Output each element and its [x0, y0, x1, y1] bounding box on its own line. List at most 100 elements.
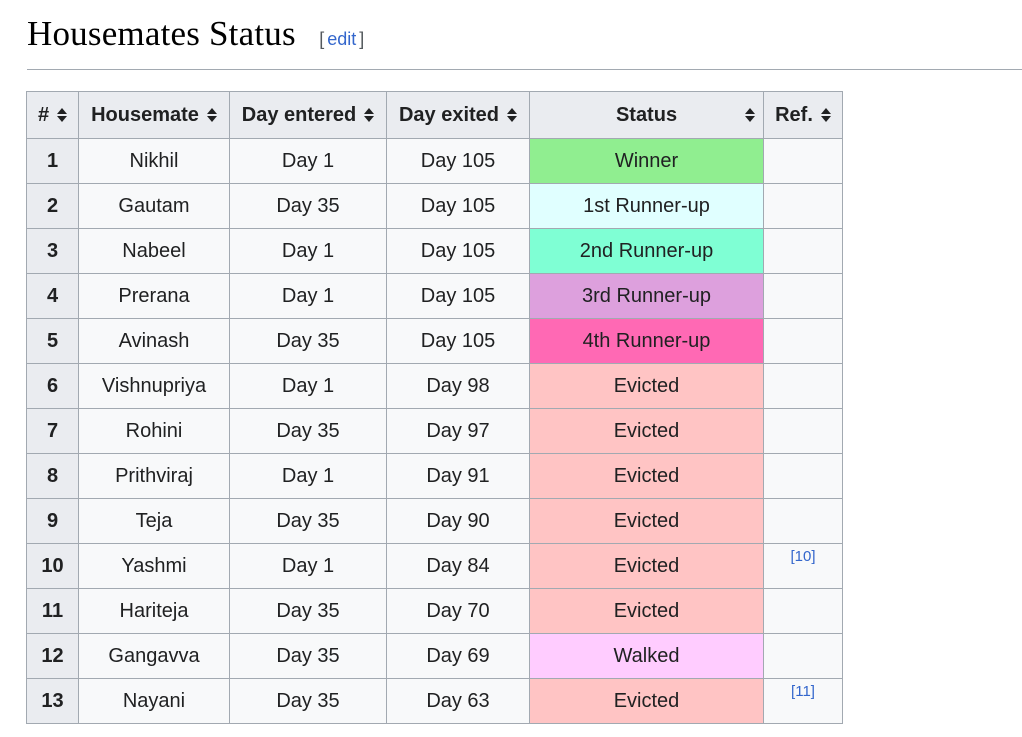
housemate-name-cell: Rohini	[78, 408, 230, 454]
ref-cell	[763, 588, 843, 634]
housemate-name-cell: Prithviraj	[78, 453, 230, 499]
day-exited-cell: Day 105	[386, 138, 530, 184]
status-cell: Evicted	[529, 543, 764, 589]
status-cell: Evicted	[529, 363, 764, 409]
column-header-ref[interactable]: Ref.	[763, 91, 843, 139]
table-row: 9 Teja Day 35 Day 90 Evicted	[26, 498, 843, 544]
day-entered-cell: Day 1	[229, 228, 387, 274]
housemate-name-cell: Yashmi	[78, 543, 230, 589]
status-cell: Evicted	[529, 498, 764, 544]
ref-cell	[763, 138, 843, 184]
row-number-cell: 4	[26, 273, 79, 319]
housemate-name-cell: Teja	[78, 498, 230, 544]
row-number-cell: 9	[26, 498, 79, 544]
row-number-cell: 8	[26, 453, 79, 499]
ref-cell	[763, 633, 843, 679]
table-row: 4 Prerana Day 1 Day 105 3rd Runner-up	[26, 273, 843, 319]
status-cell: Evicted	[529, 678, 764, 724]
edit-link[interactable]: edit	[327, 29, 357, 49]
sort-icon[interactable]	[206, 107, 217, 123]
column-header-label: Ref.	[775, 103, 813, 126]
row-number-cell: 10	[26, 543, 79, 589]
column-header-status[interactable]: Status	[529, 91, 764, 139]
reference-link[interactable]: [11]	[791, 683, 815, 700]
day-exited-cell: Day 63	[386, 678, 530, 724]
housemate-name-cell: Nikhil	[78, 138, 230, 184]
housemate-name-cell: Nayani	[78, 678, 230, 724]
column-header-label: #	[37, 103, 50, 126]
edit-section-wrapper: [edit]	[319, 29, 364, 50]
day-entered-cell: Day 35	[229, 318, 387, 364]
housemate-name-cell: Hariteja	[78, 588, 230, 634]
sort-icon[interactable]	[57, 107, 68, 123]
day-entered-cell: Day 35	[229, 408, 387, 454]
column-header-label: Status	[615, 103, 678, 126]
row-number-cell: 1	[26, 138, 79, 184]
table-row: 13 Nayani Day 35 Day 63 Evicted [11]	[26, 678, 843, 724]
row-number-cell: 5	[26, 318, 79, 364]
table-row: 11 Hariteja Day 35 Day 70 Evicted	[26, 588, 843, 634]
day-entered-cell: Day 35	[229, 633, 387, 679]
day-exited-cell: Day 84	[386, 543, 530, 589]
edit-bracket-close: ]	[359, 29, 365, 49]
row-number-cell: 12	[26, 633, 79, 679]
row-number-cell: 2	[26, 183, 79, 229]
edit-bracket-open: [	[319, 29, 325, 49]
status-cell: 2nd Runner-up	[529, 228, 764, 274]
day-entered-cell: Day 1	[229, 363, 387, 409]
table-row: 2 Gautam Day 35 Day 105 1st Runner-up	[26, 183, 843, 229]
column-header-label: Housemate	[91, 103, 199, 126]
row-number-cell: 13	[26, 678, 79, 724]
day-exited-cell: Day 91	[386, 453, 530, 499]
day-exited-cell: Day 105	[386, 183, 530, 229]
status-cell: Evicted	[529, 453, 764, 499]
day-exited-cell: Day 105	[386, 273, 530, 319]
row-number-cell: 3	[26, 228, 79, 274]
ref-cell: [11]	[763, 678, 843, 724]
row-number-cell: 11	[26, 588, 79, 634]
row-number-cell: 7	[26, 408, 79, 454]
ref-cell	[763, 183, 843, 229]
day-entered-cell: Day 35	[229, 678, 387, 724]
housemate-name-cell: Vishnupriya	[78, 363, 230, 409]
section-title: Housemates Status	[27, 14, 296, 53]
section-heading: Housemates Status [edit]	[27, 14, 1022, 70]
ref-cell	[763, 363, 843, 409]
column-header-label: Day entered	[241, 103, 357, 126]
status-cell: Evicted	[529, 408, 764, 454]
column-header-num[interactable]: #	[26, 91, 79, 139]
table-row: 5 Avinash Day 35 Day 105 4th Runner-up	[26, 318, 843, 364]
reference-link[interactable]: [10]	[790, 548, 816, 565]
ref-cell	[763, 228, 843, 274]
day-entered-cell: Day 35	[229, 183, 387, 229]
day-entered-cell: Day 1	[229, 453, 387, 499]
day-exited-cell: Day 90	[386, 498, 530, 544]
ref-cell	[763, 408, 843, 454]
table-body: 1 Nikhil Day 1 Day 105 Winner 2 Gautam Day 35 Da…	[26, 138, 843, 724]
status-cell: Winner	[529, 138, 764, 184]
column-header-day-exited[interactable]: Day exited	[386, 91, 530, 139]
day-exited-cell: Day 70	[386, 588, 530, 634]
day-entered-cell: Day 1	[229, 273, 387, 319]
housemate-name-cell: Avinash	[78, 318, 230, 364]
table-row: 6 Vishnupriya Day 1 Day 98 Evicted	[26, 363, 843, 409]
column-header-housemate[interactable]: Housemate	[78, 91, 230, 139]
status-cell: Walked	[529, 633, 764, 679]
day-exited-cell: Day 98	[386, 363, 530, 409]
sort-icon[interactable]	[820, 107, 831, 123]
status-cell: 1st Runner-up	[529, 183, 764, 229]
housemate-name-cell: Gangavva	[78, 633, 230, 679]
sort-icon[interactable]	[364, 107, 375, 123]
day-entered-cell: Day 1	[229, 543, 387, 589]
day-exited-cell: Day 105	[386, 228, 530, 274]
sort-icon[interactable]	[507, 107, 518, 123]
sort-icon[interactable]	[745, 107, 755, 123]
status-cell: 3rd Runner-up	[529, 273, 764, 319]
ref-cell	[763, 318, 843, 364]
housemates-table: # Housemate Day entered Day exited Statu…	[26, 91, 843, 724]
housemate-name-cell: Nabeel	[78, 228, 230, 274]
housemate-name-cell: Gautam	[78, 183, 230, 229]
ref-cell	[763, 273, 843, 319]
day-exited-cell: Day 97	[386, 408, 530, 454]
column-header-day-entered[interactable]: Day entered	[229, 91, 387, 139]
